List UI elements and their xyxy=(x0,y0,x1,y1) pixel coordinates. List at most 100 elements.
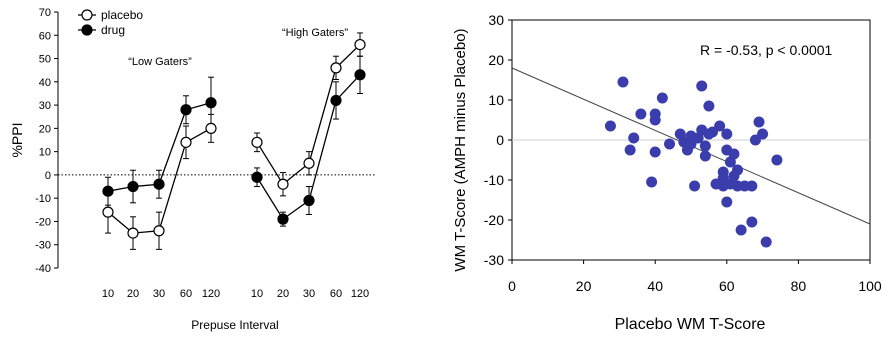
correlation-annotation: R = -0.53, p < 0.0001 xyxy=(700,42,833,58)
right-x-tick-label: 40 xyxy=(647,278,663,294)
left-y-tick-label: 60 xyxy=(39,30,51,42)
left-axes xyxy=(54,11,375,269)
data-point xyxy=(753,116,765,128)
right-x-tick-label: 80 xyxy=(791,278,807,294)
right-x-axis-label: Placebo WM T-Score xyxy=(615,316,766,333)
group-label: “High Gaters” xyxy=(282,27,348,39)
left-x-tick-label: 20 xyxy=(127,288,139,300)
right-axes xyxy=(508,19,871,264)
point-drug xyxy=(180,104,192,116)
data-point xyxy=(703,100,715,112)
left-y-tick-label: 20 xyxy=(39,123,51,135)
right-points xyxy=(511,67,871,248)
data-point xyxy=(721,196,733,208)
left-x-tick-label: 60 xyxy=(330,288,342,300)
data-point xyxy=(635,108,647,120)
legend-marker-placebo xyxy=(81,9,93,21)
point-placebo xyxy=(330,62,342,74)
legend-label: placebo xyxy=(101,8,143,22)
point-drug xyxy=(251,171,263,183)
left-x-axis-label: Prepuse Interval xyxy=(191,318,278,332)
point-drug xyxy=(205,97,217,109)
legend-label: drug xyxy=(101,23,125,37)
point-drug xyxy=(102,185,114,197)
data-point xyxy=(646,176,658,188)
point-placebo xyxy=(205,122,217,134)
left-labels: -40 -30 -20 -10 0 10 20 30 40 50 60 70 %PPI Prepuse I… xyxy=(9,7,369,332)
left-y-tick-label: -20 xyxy=(35,216,51,228)
data-point xyxy=(696,80,708,92)
data-point xyxy=(714,120,726,132)
right-y-tick-label: 0 xyxy=(496,132,504,148)
right-x-tick-label: 0 xyxy=(508,278,516,294)
data-point xyxy=(732,164,744,176)
right-x-tick-label: 60 xyxy=(719,278,735,294)
left-y-tick-label: -30 xyxy=(35,240,51,252)
point-placebo xyxy=(354,38,366,51)
right-y-tick-label: 10 xyxy=(488,92,504,108)
legend-marker-drug xyxy=(81,24,93,36)
right-y-tick-label: 30 xyxy=(488,12,504,28)
left-y-axis-label: %PPI xyxy=(9,122,25,157)
data-point xyxy=(760,236,772,248)
left-y-tick-label: 30 xyxy=(39,100,51,112)
point-drug xyxy=(127,180,139,193)
right-labels: -30 -20 -10 0 10 20 30 0 20 40 60 80 100 R = -0.53, p… xyxy=(452,12,882,333)
point-drug xyxy=(303,194,315,207)
left-y-tick-label: 50 xyxy=(39,54,51,66)
data-point xyxy=(649,114,661,126)
data-point xyxy=(699,140,711,152)
data-point xyxy=(728,148,740,160)
data-point xyxy=(649,146,661,158)
left-y-tick-label: 0 xyxy=(45,170,51,182)
data-point xyxy=(757,128,769,140)
data-point xyxy=(604,120,616,132)
data-point xyxy=(628,132,640,144)
left-y-tick-label: 10 xyxy=(39,147,51,159)
point-drug xyxy=(354,69,366,81)
right-y-tick-label: -20 xyxy=(484,212,504,228)
wm-scatter-chart: -30 -20 -10 0 10 20 30 0 20 40 60 80 100 R = -0.53, p… xyxy=(452,12,882,333)
data-point xyxy=(664,138,676,150)
right-x-tick-label: 20 xyxy=(576,278,592,294)
point-placebo xyxy=(180,136,192,148)
point-placebo xyxy=(102,206,114,218)
data-point xyxy=(689,180,701,192)
left-y-tick-label: 70 xyxy=(39,7,51,19)
data-point xyxy=(656,92,668,104)
data-point xyxy=(699,150,711,162)
left-y-tick-label: -10 xyxy=(35,193,51,205)
left-y-tick-label: -40 xyxy=(35,263,51,275)
right-y-tick-label: -30 xyxy=(484,252,504,268)
left-x-tick-label: 30 xyxy=(153,288,165,300)
right-y-tick-label: -10 xyxy=(484,172,504,188)
data-point xyxy=(624,144,636,156)
left-x-tick-label: 120 xyxy=(351,288,369,300)
data-point xyxy=(746,216,758,228)
left-x-tick-label: 10 xyxy=(102,288,114,300)
left-x-tick-label: 20 xyxy=(277,288,289,300)
left-x-tick-label: 30 xyxy=(303,288,315,300)
point-drug xyxy=(153,178,165,190)
left-x-tick-label: 60 xyxy=(180,288,192,300)
point-drug xyxy=(277,213,289,225)
data-point xyxy=(771,154,783,166)
point-placebo xyxy=(303,157,315,169)
right-y-tick-label: 20 xyxy=(488,52,504,68)
point-placebo xyxy=(127,227,139,239)
right-x-tick-label: 100 xyxy=(858,278,882,294)
left-series xyxy=(102,32,366,250)
data-point xyxy=(735,224,747,236)
data-point xyxy=(721,128,733,140)
left-y-tick-label: 40 xyxy=(39,77,51,89)
left-x-tick-label: 120 xyxy=(202,288,220,300)
group-label: “Low Gaters” xyxy=(128,56,192,68)
data-point xyxy=(746,180,758,192)
point-placebo xyxy=(251,136,263,148)
right-y-axis-label: WM T-Score (AMPH minus Placebo) xyxy=(452,28,469,271)
point-placebo xyxy=(153,225,165,237)
ppi-line-chart: -40 -30 -20 -10 0 10 20 30 40 50 60 70 %PPI Prepuse I… xyxy=(9,7,375,332)
point-placebo xyxy=(277,178,289,190)
data-point xyxy=(617,76,629,88)
